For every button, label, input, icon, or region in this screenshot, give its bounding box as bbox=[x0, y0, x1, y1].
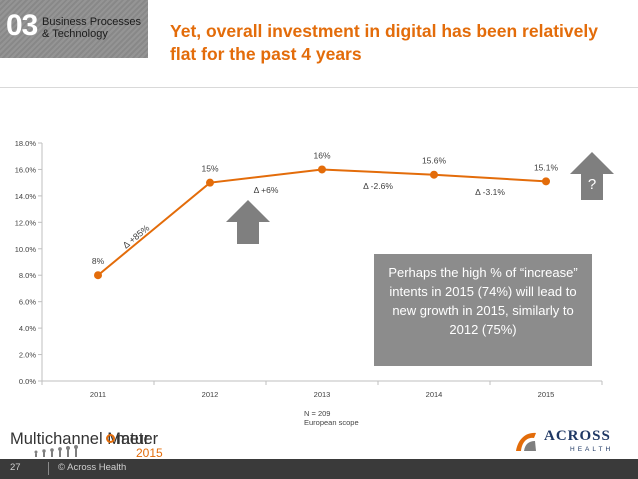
x-tick-label: 2014 bbox=[426, 390, 443, 399]
copyright-text: © Across Health bbox=[58, 462, 127, 473]
y-tick-label: 18.0% bbox=[15, 139, 37, 148]
y-tick-label: 8.0% bbox=[19, 271, 36, 280]
data-label: 15% bbox=[201, 164, 218, 174]
delta-annotation: Δ -3.1% bbox=[475, 187, 505, 197]
title-divider bbox=[0, 87, 638, 88]
y-tick-label: 10.0% bbox=[15, 245, 37, 254]
footer-separator bbox=[48, 462, 49, 475]
sample-scope: European scope bbox=[304, 418, 359, 427]
y-tick-label: 12.0% bbox=[15, 218, 37, 227]
data-label: 16% bbox=[313, 150, 330, 160]
delta-annotation: Δ +6% bbox=[254, 185, 279, 195]
maturometer-logo: Multichannel Matur meter 2015 bbox=[10, 430, 210, 460]
x-tick-label: 2011 bbox=[90, 390, 106, 399]
maturometer-dial-icon bbox=[106, 434, 115, 443]
page-number: 27 bbox=[10, 462, 21, 473]
maturometer-year: 2015 bbox=[136, 446, 163, 460]
section-number: 03 bbox=[6, 9, 38, 42]
section-label-line1: Business Processes bbox=[42, 16, 142, 28]
data-label: 15.6% bbox=[422, 156, 447, 166]
data-point bbox=[94, 271, 102, 280]
section-badge: 03 Business Processes & Technology bbox=[0, 0, 148, 58]
y-tick-label: 16.0% bbox=[15, 165, 37, 174]
y-tick-label: 14.0% bbox=[15, 192, 37, 201]
callout-box: Perhaps the high % of “increase” intents… bbox=[374, 254, 592, 366]
maturometer-logo-text: Multichannel Matur bbox=[10, 430, 150, 448]
data-label: 15.1% bbox=[534, 162, 559, 172]
y-tick-label: 6.0% bbox=[19, 298, 36, 307]
x-tick-label: 2012 bbox=[202, 390, 219, 399]
sample-size: N = 209 bbox=[304, 409, 331, 418]
data-label: 8% bbox=[92, 256, 105, 266]
data-point bbox=[206, 178, 214, 187]
question-mark: ? bbox=[587, 176, 597, 193]
x-tick-label: 2013 bbox=[314, 390, 331, 399]
section-label: Business Processes & Technology bbox=[42, 16, 146, 40]
section-label-line2: & Technology bbox=[42, 28, 108, 40]
line-chart: 0.0% 2.0% 4.0% 6.0% 8.0% 10.0% 12.0% 14.0% 16.0%… bbox=[15, 139, 603, 399]
data-point bbox=[542, 177, 550, 186]
delta-annotation: Δ +85% bbox=[121, 223, 151, 251]
data-point bbox=[318, 165, 326, 174]
people-figures-icon bbox=[34, 445, 78, 457]
slide-title: Yet, overall investment in digital has b… bbox=[170, 21, 598, 64]
data-point bbox=[430, 170, 438, 179]
delta-annotation: Δ -2.6% bbox=[363, 181, 393, 191]
y-tick-label: 0.0% bbox=[19, 377, 36, 386]
arrow-up-icon bbox=[226, 200, 270, 244]
x-tick-label: 2015 bbox=[538, 390, 555, 399]
sample-note: N = 209 European scope bbox=[304, 409, 359, 427]
maturometer-logo-text-end: meter bbox=[116, 430, 159, 448]
across-brand-sub: HEALTH bbox=[570, 446, 614, 453]
footer-bar: 27 © Across Health bbox=[0, 459, 638, 479]
arrow-up-icon bbox=[570, 152, 614, 200]
across-health-logo: ACROSS HEALTH bbox=[514, 427, 632, 455]
y-tick-label: 2.0% bbox=[19, 351, 36, 360]
y-tick-label: 4.0% bbox=[19, 324, 36, 333]
across-brand-name: ACROSS bbox=[544, 428, 611, 444]
across-health-logo-icon bbox=[516, 432, 536, 451]
